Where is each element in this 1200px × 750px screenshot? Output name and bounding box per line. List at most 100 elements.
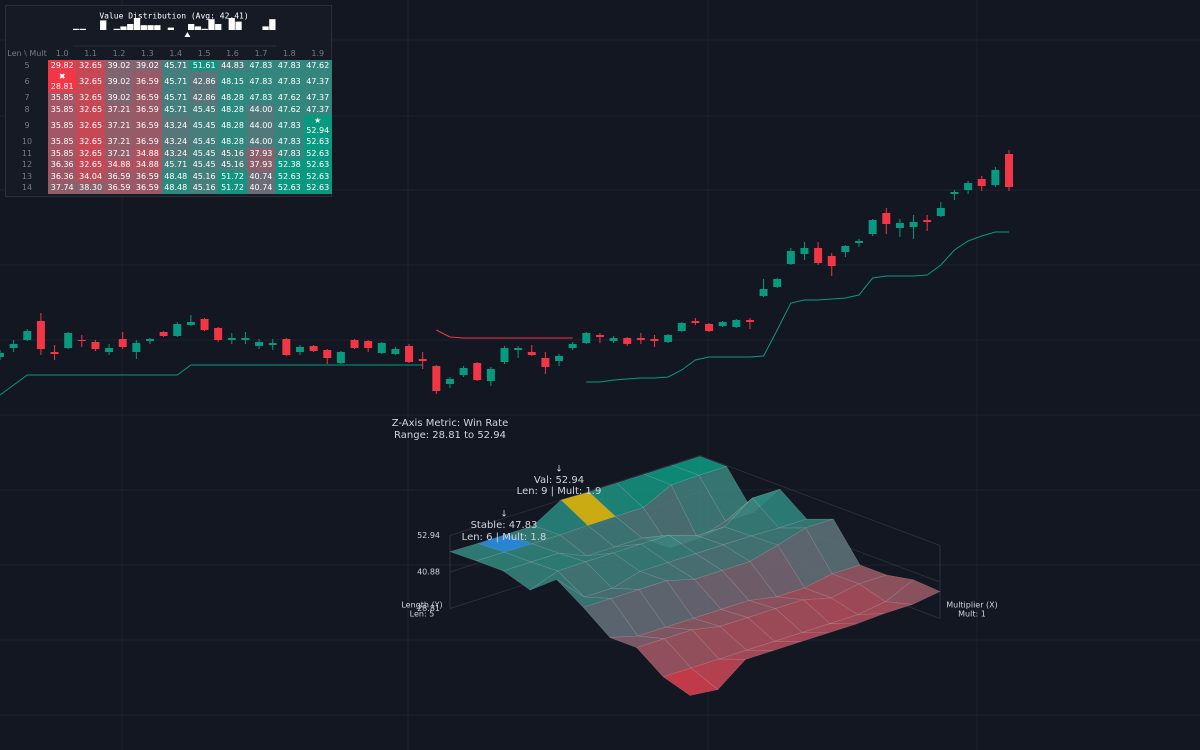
candle-body — [991, 170, 1000, 185]
heat-cell: 32.65 — [76, 103, 105, 115]
candle-body — [432, 366, 441, 391]
cell-value: 51.61 — [192, 60, 216, 70]
heat-cell: 39.02 — [104, 59, 134, 71]
cell-value: 45.45 — [192, 104, 216, 114]
histogram-bar — [262, 26, 269, 30]
candle-body — [882, 213, 891, 224]
cell-value: 35.85 — [50, 137, 74, 146]
cell-value: 45.45 — [192, 137, 216, 146]
candle-body — [691, 321, 700, 323]
candle-body — [541, 358, 550, 367]
cell-value: 44.00 — [249, 137, 273, 146]
candle-body — [64, 333, 73, 348]
table-row: 12 36.36 32.65 34.88 34.88 45.71 45.45 45.16 37.… — [6, 159, 332, 171]
surface-patch — [721, 561, 778, 601]
cell-value: 36.59 — [135, 120, 159, 130]
cell-value: 52.63 — [306, 137, 330, 146]
column-header: 1.3 — [141, 49, 154, 58]
surface-patch — [802, 597, 859, 624]
cell-value: 32.65 — [79, 120, 103, 130]
candle-body — [732, 320, 741, 327]
candle-body — [582, 333, 591, 343]
cell-value: 34.04 — [79, 171, 103, 181]
candle-body — [323, 350, 332, 358]
surface-patch — [774, 599, 831, 633]
heat-cell: 35.85 — [48, 115, 77, 136]
histogram-bar — [140, 25, 147, 30]
surface-patch — [610, 589, 667, 637]
heat-cell: 51.72 — [218, 182, 247, 194]
surface-title: Z-Axis Metric: Win Rate — [392, 418, 509, 429]
candle-body — [227, 338, 236, 340]
surface-patch — [584, 552, 641, 589]
heat-cell: 36.59 — [133, 103, 162, 115]
table-row: 10 35.85 32.65 37.21 36.59 43.24 45.45 48.28 44.… — [6, 136, 332, 148]
candle-body — [268, 343, 277, 345]
row-header: 12 — [21, 160, 33, 169]
cell-value: 34.88 — [135, 148, 159, 158]
heat-cell: 32.65 — [76, 71, 105, 92]
heat-cell: 51.61 — [189, 59, 219, 71]
candle-body — [977, 179, 986, 186]
column-header: 1.9 — [311, 49, 325, 58]
surface-patch — [719, 617, 776, 651]
cell-value: 48.28 — [221, 93, 244, 102]
cell-value: 34.88 — [135, 160, 159, 169]
heat-cell: 32.65 — [76, 59, 105, 71]
cell-value: 37.21 — [107, 148, 131, 158]
candle-body — [173, 324, 182, 336]
cell-value: 32.65 — [79, 104, 103, 114]
heat-cell: 36.36 — [48, 159, 77, 171]
candle-body — [514, 348, 523, 350]
column-header: 1.8 — [282, 49, 296, 58]
cell-value: 45.71 — [164, 60, 188, 70]
cell-value: 35.85 — [50, 120, 74, 130]
candle-body — [855, 241, 864, 243]
candle-body — [527, 352, 536, 355]
candle-body — [0, 353, 4, 357]
heat-cell: 47.37 — [303, 92, 332, 104]
cell-value: 37.21 — [107, 120, 131, 130]
candle-body — [377, 343, 386, 353]
annotation-label: Stable: 47.83 — [471, 520, 538, 531]
candle-body — [295, 347, 304, 352]
surface-patch — [884, 579, 941, 605]
cell-value: 37.21 — [107, 137, 131, 146]
heat-cell: 36.59 — [133, 182, 162, 194]
cell-value: 40.74 — [249, 171, 273, 181]
cell-value: 45.71 — [164, 76, 188, 86]
candle-body — [609, 338, 618, 341]
candle-body — [895, 223, 904, 228]
cell-value: 42.86 — [192, 76, 216, 86]
heat-cell: 34.88 — [133, 159, 162, 171]
candles — [0, 150, 1013, 396]
cell-value: 39.02 — [135, 60, 159, 70]
column-header: 1.6 — [226, 49, 239, 58]
surface-patch — [667, 553, 723, 580]
heat-cell: 48.28 — [218, 136, 247, 148]
histogram-bar — [194, 26, 202, 30]
annotation-label: Val: 52.94 — [534, 475, 584, 486]
heat-cell: 47.83 — [246, 92, 276, 104]
cell-value: 52.63 — [306, 148, 330, 158]
heat-cell: 42.86 — [189, 71, 219, 92]
heat-cell: 45.16 — [218, 159, 247, 171]
table-row: 7 35.85 32.65 39.02 36.59 45.71 42.86 48.28 47.8… — [6, 92, 332, 104]
heat-cell: 47.62 — [303, 59, 332, 71]
heat-cell: 34.04 — [76, 170, 105, 182]
candle-body — [336, 352, 345, 363]
surface-patch — [747, 608, 803, 642]
heat-cell: 40.74 — [246, 170, 276, 182]
cell-value: 32.65 — [79, 137, 103, 146]
cell-value: 29.82 — [50, 60, 74, 70]
heat-cell: 47.83 — [246, 59, 276, 71]
heat-cell: 32.65 — [76, 136, 105, 148]
cell-value: 32.65 — [79, 160, 103, 169]
highlight-patch — [561, 491, 616, 526]
row-header: 8 — [24, 104, 30, 114]
candle-body — [650, 339, 659, 341]
heat-cell: 45.71 — [161, 59, 190, 71]
table-row: 6 ✖ 28.81 32.65 39.02 36.59 45.71 42.86 48.15 47.… — [6, 71, 332, 92]
cell-value: 43.24 — [164, 137, 188, 146]
cell-value: 32.65 — [79, 60, 103, 70]
